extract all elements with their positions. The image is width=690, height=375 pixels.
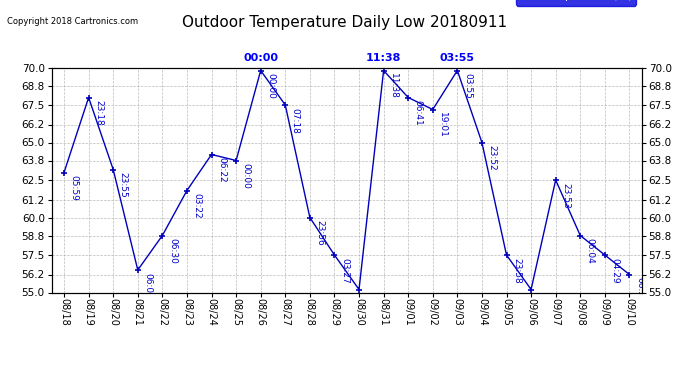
Text: 06:41: 06:41 (414, 100, 423, 126)
Text: 23:52: 23:52 (487, 145, 497, 171)
Text: 02:05: 02:05 (364, 292, 373, 318)
Text: 03:27: 03:27 (340, 258, 349, 284)
Text: Outdoor Temperature Daily Low 20180911: Outdoor Temperature Daily Low 20180911 (182, 15, 508, 30)
Text: 19:01: 19:01 (438, 112, 447, 138)
Text: 03:55: 03:55 (440, 53, 475, 63)
Text: Copyright 2018 Cartronics.com: Copyright 2018 Cartronics.com (7, 17, 138, 26)
Text: 00:00: 00:00 (266, 73, 275, 99)
Legend: Temperature (°F): Temperature (°F) (516, 0, 636, 6)
Text: 06:30: 06:30 (168, 238, 177, 264)
Text: 00:00: 00:00 (241, 163, 250, 189)
Text: 06:37: 06:37 (635, 277, 644, 303)
Text: 06:03: 06:03 (144, 273, 152, 298)
Text: 03:55: 03:55 (463, 73, 472, 99)
Text: 11:38: 11:38 (366, 53, 402, 63)
Text: 00:00: 00:00 (243, 53, 278, 63)
Text: 23:53: 23:53 (561, 183, 570, 209)
Text: 23:18: 23:18 (94, 100, 104, 126)
Text: 04:29: 04:29 (611, 258, 620, 284)
Text: 11:38: 11:38 (389, 73, 398, 99)
Text: 03:22: 03:22 (193, 193, 201, 219)
Text: 23:58: 23:58 (512, 258, 521, 284)
Text: 07:18: 07:18 (290, 108, 300, 134)
Text: 05:59: 05:59 (70, 175, 79, 201)
Text: 06:22: 06:22 (217, 157, 226, 183)
Text: 23:56: 23:56 (315, 220, 324, 246)
Text: 23:55: 23:55 (119, 172, 128, 198)
Text: 06:04: 06:04 (586, 238, 595, 264)
Text: 04:04: 04:04 (537, 292, 546, 318)
